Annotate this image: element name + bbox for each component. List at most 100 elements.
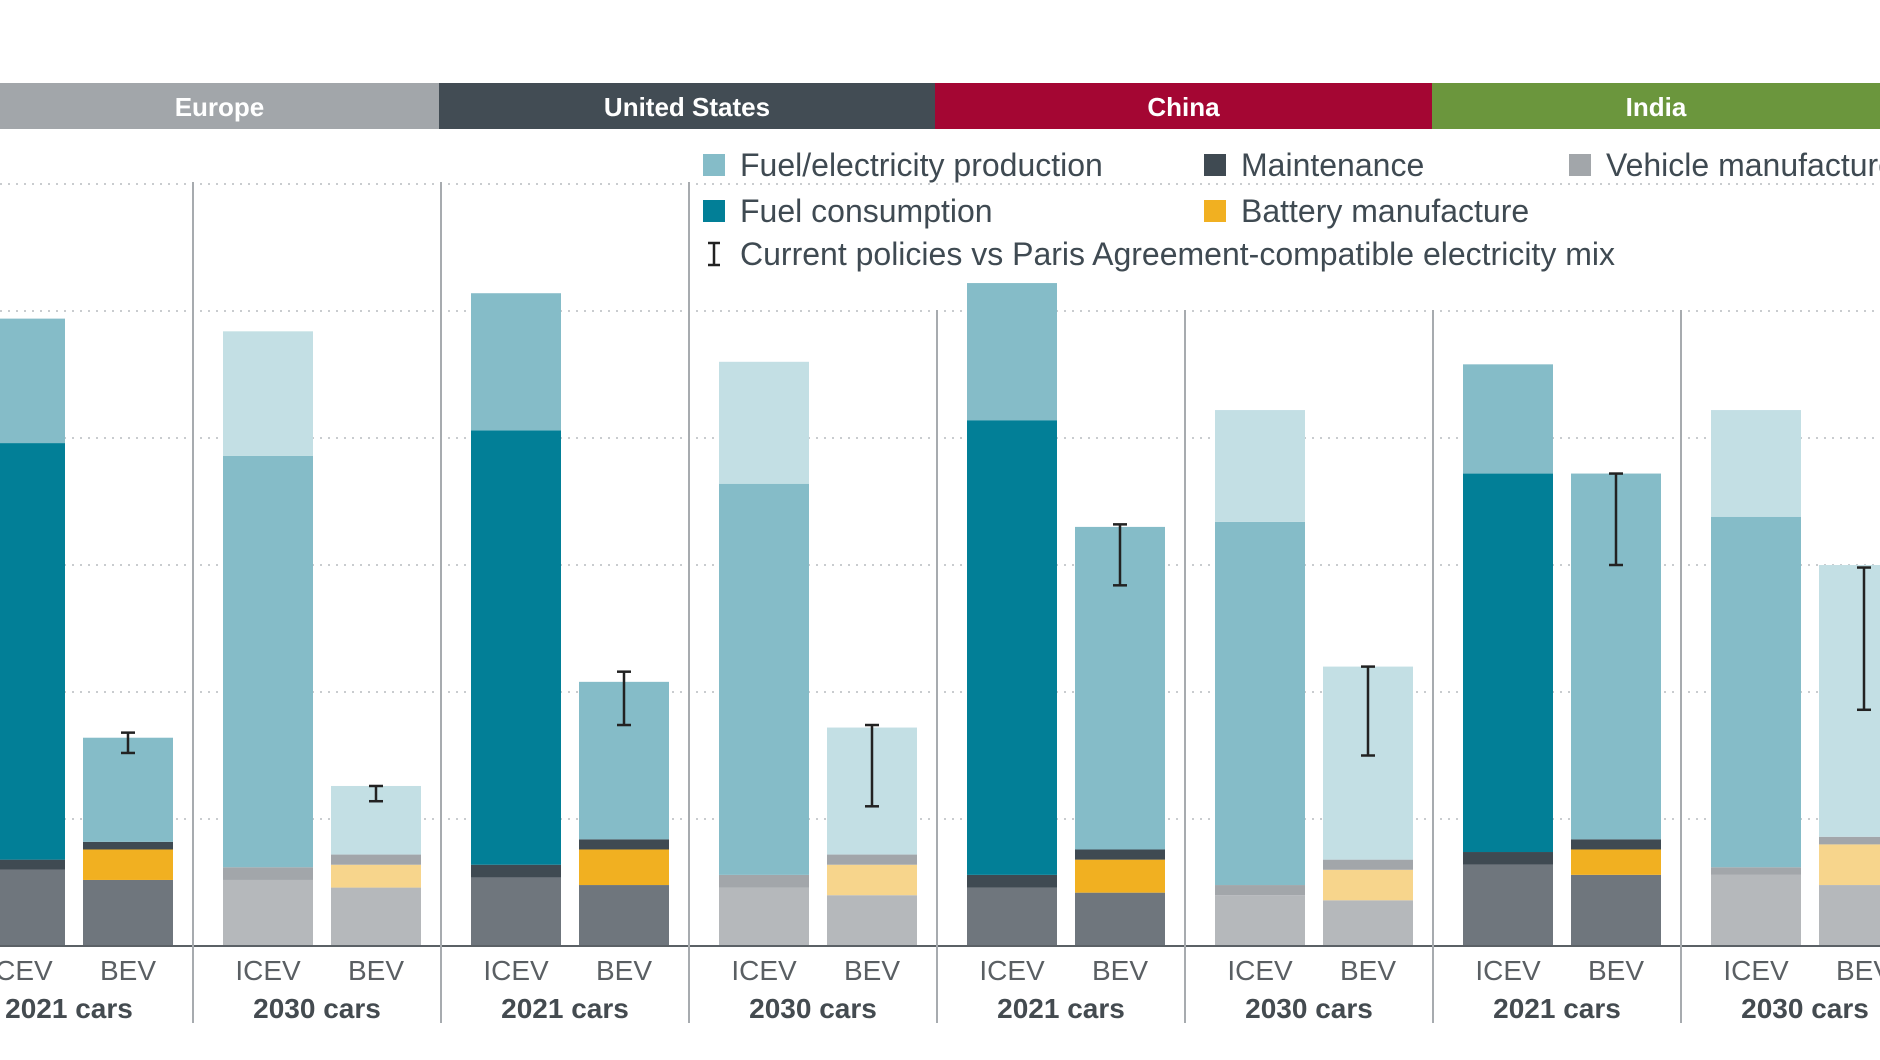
bar-segment-maintenance <box>223 867 313 880</box>
bar-segment-maintenance <box>1215 885 1305 896</box>
bar-segment-maintenance <box>331 854 421 865</box>
vehicle-label: BEV <box>844 955 900 986</box>
legend-label: Vehicle manufacture <box>1606 147 1880 183</box>
error-bar <box>1609 472 1623 567</box>
vehicle-label: BEV <box>1836 955 1880 986</box>
group-label: 2030 cars <box>253 993 381 1024</box>
bar-segment-maintenance <box>1075 849 1165 860</box>
vehicle-label: ICEV <box>1475 955 1541 986</box>
axis-frame <box>0 182 1880 1023</box>
bar-segment-fuel-prod <box>967 283 1057 421</box>
bar-segment-maintenance <box>0 859 65 870</box>
legend-label: Fuel/electricity production <box>740 147 1103 183</box>
error-bar <box>1113 523 1127 587</box>
vehicle-label: BEV <box>100 955 156 986</box>
gridlines <box>0 183 1880 820</box>
error-bar <box>369 784 383 803</box>
vehicle-label: BEV <box>596 955 652 986</box>
region-band-china <box>935 83 1432 129</box>
bar-segment-maintenance <box>827 854 917 865</box>
bar-segment-fuel-cons <box>223 455 313 868</box>
group-label: 2021 cars <box>997 993 1125 1024</box>
vehicle-label: ICEV <box>235 955 301 986</box>
bar-segment-battery <box>1819 844 1880 886</box>
error-bar <box>121 731 135 755</box>
bar-segment-maintenance <box>471 864 561 878</box>
bar-segment-vehicle <box>1075 892 1165 946</box>
group-label: 2030 cars <box>1245 993 1373 1024</box>
bar-segment-vehicle <box>1571 874 1661 946</box>
legend-label: Battery manufacture <box>1241 193 1529 229</box>
bar-segment-battery <box>1075 859 1165 893</box>
bar-segment-vehicle <box>827 895 917 946</box>
region-label: Europe <box>175 92 265 122</box>
bar-segment-fuel-cons <box>471 430 561 865</box>
legend-label: Current policies vs Paris Agreement-comp… <box>740 236 1615 272</box>
x-axis-labels: ICEV BEV 2021 cars ICEV BEV 2030 cars ICEV BEV 2… <box>0 955 1880 1024</box>
vehicle-label: ICEV <box>1227 955 1293 986</box>
region-band-europe <box>0 83 439 129</box>
bar-segment-battery <box>331 864 421 888</box>
bar-segment-battery <box>579 849 669 886</box>
vehicle-label: ICEV <box>483 955 549 986</box>
bar-segment-fuel-prod <box>1215 410 1305 522</box>
bar-segment-fuel-cons <box>1711 516 1801 868</box>
bar-segment-vehicle <box>579 885 669 946</box>
region-label: India <box>1626 92 1687 122</box>
bar-segment-vehicle <box>967 887 1057 946</box>
bar-segment-maintenance <box>1323 859 1413 870</box>
vehicle-label: ICEV <box>0 955 53 986</box>
vehicle-label: ICEV <box>979 955 1045 986</box>
bar-segment-vehicle <box>471 877 561 946</box>
bars <box>0 283 1880 946</box>
bar-segment-maintenance <box>1571 839 1661 850</box>
bar-segment-fuel-prod <box>719 361 809 484</box>
error-bar <box>865 723 879 808</box>
bar-segment-vehicle <box>0 869 65 946</box>
bar-segment-fuel-prod <box>471 293 561 431</box>
bar-segment-fuel-prod <box>1711 410 1801 517</box>
region-label: United States <box>604 92 770 122</box>
bar-segment-fuel-cons <box>0 443 65 860</box>
vehicle-label: BEV <box>1092 955 1148 986</box>
legend-label: Fuel consumption <box>740 193 993 229</box>
region-label: China <box>1147 92 1220 122</box>
legend-swatch-fuel-cons <box>703 200 725 222</box>
legend-swatch-vehicle <box>1569 154 1591 176</box>
vehicle-label: ICEV <box>731 955 797 986</box>
bar-segment-maintenance <box>967 874 1057 888</box>
bar-segment-maintenance <box>579 839 669 850</box>
vehicle-label: BEV <box>1588 955 1644 986</box>
group-label: 2021 cars <box>501 993 629 1024</box>
bar-segment-fuel-prod <box>83 737 173 842</box>
legend-swatch-fuel-prod <box>703 154 725 176</box>
error-bar <box>1361 665 1375 757</box>
bar-segment-vehicle <box>1711 874 1801 946</box>
group-label: 2021 cars <box>5 993 133 1024</box>
region-band-united-states <box>439 83 935 129</box>
legend-label: Maintenance <box>1241 147 1424 183</box>
bar-segment-fuel-prod <box>223 331 313 456</box>
bar-segment-fuel-prod <box>1463 364 1553 474</box>
bar-segment-fuel-cons <box>1215 521 1305 886</box>
vehicle-label: BEV <box>348 955 404 986</box>
group-label: 2030 cars <box>749 993 877 1024</box>
bar-segment-maintenance <box>1819 836 1880 845</box>
bar-segment-fuel-cons <box>1463 473 1553 853</box>
bar-segment-vehicle <box>1463 864 1553 946</box>
bar-segment-fuel-prod <box>1819 565 1880 837</box>
error-bar <box>617 670 631 727</box>
error-bar <box>1857 566 1871 712</box>
bar-segment-vehicle <box>223 879 313 946</box>
legend-errorbar-icon <box>708 241 720 267</box>
region-header: Europe United States China India <box>0 83 1880 129</box>
bar-segment-vehicle <box>719 887 809 946</box>
region-band-india <box>1432 83 1880 129</box>
bar-segment-vehicle <box>1215 895 1305 946</box>
vehicle-label: ICEV <box>1723 955 1789 986</box>
bar-segment-fuel-prod <box>0 318 65 444</box>
legend-swatch-maintenance <box>1204 154 1226 176</box>
group-label: 2030 cars <box>1741 993 1869 1024</box>
bar-segment-vehicle <box>331 887 421 946</box>
bar-segment-fuel-cons <box>719 483 809 875</box>
